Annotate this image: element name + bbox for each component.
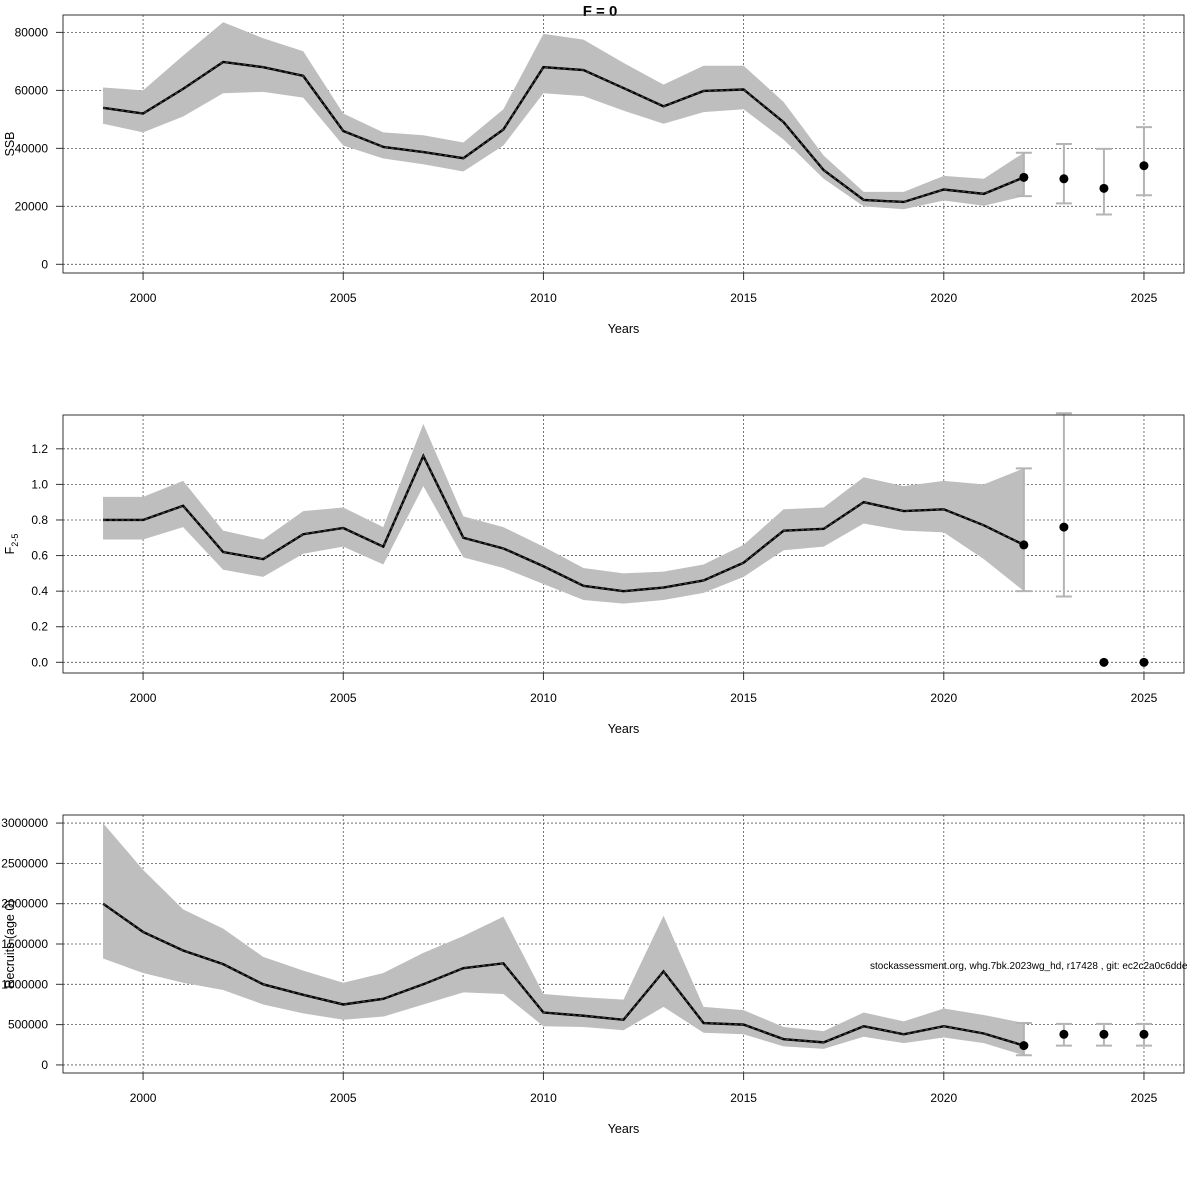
x-tick-label: 2015	[730, 291, 757, 305]
x-tick-label: 2025	[1131, 691, 1158, 705]
forecast-point	[1099, 183, 1109, 193]
x-tick-label: 2020	[930, 1091, 957, 1105]
confidence-band	[103, 22, 1024, 210]
y-tick-label: 40000	[15, 141, 49, 155]
plot-frame	[62, 414, 1185, 674]
y-tick-label: 2500000	[1, 856, 48, 870]
forecast-point	[1139, 161, 1149, 171]
estimate-line-dashed	[102, 903, 1025, 1047]
forecast-point	[1099, 1029, 1109, 1039]
estimate-line-dashed	[102, 61, 1025, 203]
x-tick-label: 2005	[330, 1091, 357, 1105]
x-tick-label: 2000	[130, 691, 157, 705]
y-tick-label: 0.8	[31, 513, 48, 527]
footnote: stockassessment.org, whg.7bk.2023wg_hd, …	[870, 961, 1188, 972]
x-tick-label: 2015	[730, 691, 757, 705]
forecast-point	[1059, 174, 1069, 184]
y-tick-label: 0	[41, 1058, 48, 1072]
x-axis-title: Years	[608, 322, 640, 336]
y-tick-label: 1.0	[31, 477, 48, 491]
forecast-point	[1019, 540, 1029, 550]
y-tick-label: 2000000	[1, 897, 48, 911]
y-tick-label: 3000000	[1, 816, 48, 830]
y-axis-title: SSB	[3, 131, 17, 156]
y-tick-label: 0.4	[31, 584, 48, 598]
forecast-point	[1019, 172, 1029, 182]
x-axis-title: Years	[608, 1122, 640, 1136]
y-axis-title: F2-5	[3, 534, 20, 555]
x-axis-title: Years	[608, 722, 640, 736]
plot-frame	[62, 14, 1185, 274]
forecast-point	[1139, 657, 1149, 667]
x-tick-label: 2015	[730, 1091, 757, 1105]
confidence-band	[103, 823, 1024, 1056]
forecast-point	[1019, 1041, 1029, 1051]
ssb-panel: 2000 2005 2010 2015 2020 2025 0 20000 40000 60000…	[3, 14, 1185, 336]
x-tick-label: 2020	[930, 291, 957, 305]
y-tick-label: 1000000	[1, 977, 48, 991]
y-tick-label: 0	[41, 257, 48, 271]
x-tick-label: 2000	[130, 291, 157, 305]
y-tick-label: 500000	[8, 1018, 48, 1032]
y-tick-label: 80000	[15, 25, 49, 39]
y-tick-label: 0.0	[31, 655, 48, 669]
x-tick-label: 2010	[530, 691, 557, 705]
x-tick-label: 2010	[530, 291, 557, 305]
x-tick-label: 2005	[330, 691, 357, 705]
x-tick-label: 2025	[1131, 1091, 1158, 1105]
x-tick-label: 2025	[1131, 291, 1158, 305]
chart-title: F = 0	[583, 3, 618, 20]
forecast-point	[1139, 1029, 1149, 1039]
estimate-line-dashed	[103, 454, 1025, 592]
x-tick-label: 2005	[330, 291, 357, 305]
x-tick-label: 2000	[130, 1091, 157, 1105]
forecast-point	[1059, 1029, 1069, 1039]
x-tick-label: 2020	[930, 691, 957, 705]
forecast-point	[1059, 522, 1069, 532]
forecast-point	[1099, 657, 1109, 667]
recruits-panel: 2000 2005 2010 2015 2020 2025 0 500000 1000000 15…	[1, 814, 1185, 1136]
y-axis-title: Recruits (age 0)	[3, 900, 17, 989]
fbar-panel: 2000 2005 2010 2015 2020 2025 0.0 0.2 0.4 0.6 0.8 1…	[3, 412, 1185, 736]
y-tick-label: 0.6	[31, 549, 48, 563]
y-tick-label: 1.2	[31, 442, 48, 456]
y-axis-title-subscript: 2-5	[10, 534, 20, 547]
y-tick-label: 0.2	[31, 620, 48, 634]
y-tick-label: 1500000	[1, 937, 48, 951]
confidence-band	[103, 423, 1024, 604]
x-tick-label: 2010	[530, 1091, 557, 1105]
y-tick-label: 60000	[15, 83, 49, 97]
y-tick-label: 20000	[15, 199, 49, 213]
